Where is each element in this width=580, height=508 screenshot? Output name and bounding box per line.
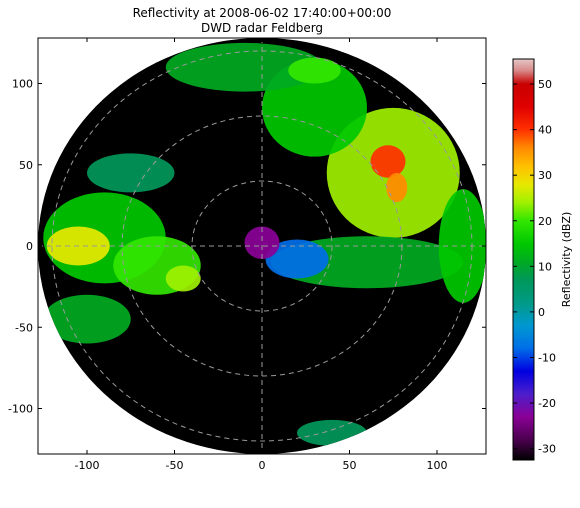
- colorbar-label: Reflectivity (dBZ): [560, 212, 573, 308]
- colorbar-tick-label: -30: [538, 443, 556, 456]
- x-tick-label: -50: [166, 459, 184, 472]
- x-tick-label: 0: [259, 459, 266, 472]
- echo-south-speckle: [297, 419, 367, 446]
- echo-northeast-core: [370, 145, 406, 178]
- echo-north-cell: [165, 42, 324, 92]
- colorbar-tick-label: 40: [538, 124, 552, 137]
- colorbar-tick-label: -20: [538, 397, 556, 410]
- x-tick-label: -100: [75, 459, 100, 472]
- y-tick-label: -50: [15, 321, 33, 334]
- echo-north-cell-core: [288, 57, 341, 84]
- chart-title: Reflectivity at 2008-06-02 17:40:00+00:0…: [133, 6, 392, 20]
- colorbar-gradient: [512, 58, 535, 461]
- x-tick-label: 100: [427, 459, 448, 472]
- x-tick-label: 50: [343, 459, 357, 472]
- colorbar-tick-label: 10: [538, 260, 552, 273]
- echo-northeast-core-2: [386, 172, 408, 203]
- colorbar-tick-label: 20: [538, 215, 552, 228]
- plot-area: [38, 38, 486, 454]
- colorbar-tick-label: 0: [538, 306, 545, 319]
- echo-northwest-patch: [87, 153, 175, 193]
- y-tick-label: -100: [8, 403, 33, 416]
- echo-center-clutter: [244, 226, 280, 259]
- echo-southwest-patch: [43, 294, 131, 344]
- colorbar: -30 -20 -10 0 10 20 30 40 50 Reflectivity (dBZ): [512, 58, 573, 461]
- y-axis: -100 -50 0 50 100: [8, 78, 486, 416]
- echo-west-mid-core: [165, 265, 201, 292]
- y-tick-label: 50: [19, 159, 33, 172]
- echo-east-clutter: [265, 239, 329, 279]
- colorbar-ticks: -30 -20 -10 0 10 20 30 40 50: [513, 78, 556, 456]
- x-axis: -100 -50 0 50 100: [75, 38, 448, 472]
- y-tick-label: 0: [26, 240, 33, 253]
- colorbar-tick-label: -10: [538, 351, 556, 364]
- colorbar-tick-label: 50: [538, 78, 552, 91]
- chart-subtitle: DWD radar Feldberg: [201, 21, 323, 35]
- colorbar-tick-label: 30: [538, 169, 552, 182]
- y-tick-label: 100: [12, 78, 33, 91]
- crosshair-lines: [38, 38, 486, 454]
